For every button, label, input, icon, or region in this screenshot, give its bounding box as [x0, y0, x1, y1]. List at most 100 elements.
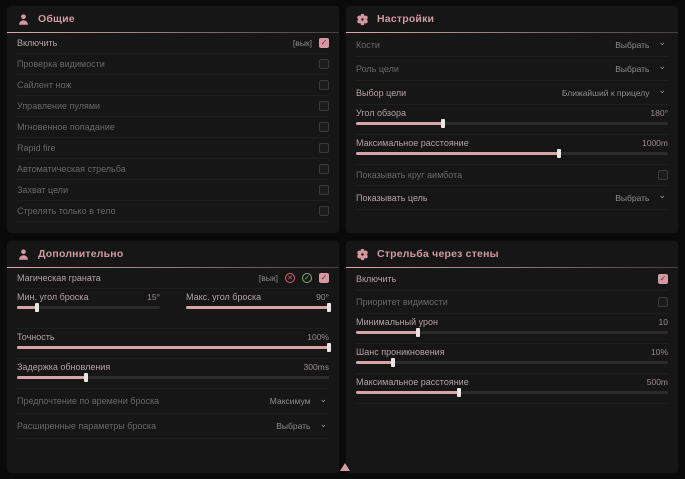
- toggle-row-bullet-control[interactable]: Управление пулями ✓: [17, 96, 329, 117]
- checkbox[interactable]: ✓: [658, 170, 668, 180]
- checkbox[interactable]: ✓: [319, 164, 329, 174]
- bones-dropdown[interactable]: Выбрать ⌄: [615, 37, 666, 50]
- dropdown-row-advanced-throw: Расширенные параметры броска Выбрать ⌄: [17, 414, 329, 439]
- throw-time-dropdown[interactable]: Максимум ⌄: [269, 393, 327, 406]
- panel-title: Дополнительно: [38, 248, 124, 260]
- row-label: Точность: [17, 332, 55, 342]
- panel-title: Общие: [38, 13, 75, 25]
- panel-title: Стрельба через стены: [377, 248, 499, 260]
- row-label: Задержка обновления: [17, 362, 111, 372]
- header-divider: [346, 32, 678, 33]
- chevron-down-icon: ⌄: [658, 37, 666, 47]
- chevron-down-icon: ⌄: [658, 85, 666, 95]
- row-label: Включить: [17, 38, 58, 48]
- slider-thumb[interactable]: [391, 358, 396, 367]
- chevron-down-icon: ⌄: [658, 61, 666, 71]
- row-label: Мгновенное попадание: [17, 122, 115, 132]
- panel-wallbang: Стрельба через стены Включить ✓ Приорите…: [346, 241, 678, 473]
- checkbox[interactable]: ✓: [319, 122, 329, 132]
- slider-thumb[interactable]: [327, 343, 331, 352]
- dropdown-row-show-target: Показывать цель Выбрать ⌄: [356, 186, 668, 210]
- row-label: Проверка видимости: [17, 59, 105, 69]
- row-label: Показывать цель: [356, 192, 428, 203]
- accuracy-slider[interactable]: [17, 343, 331, 352]
- checkbox[interactable]: ✓: [319, 80, 329, 90]
- slider-row-min-damage: Минимальный урон 10: [356, 314, 668, 344]
- checkbox[interactable]: ✓: [319, 143, 329, 153]
- dropdown-row-target-select: Выбор цели Ближайший к прицелу ⌄: [356, 81, 668, 105]
- hotkey-hint: [вык]: [258, 273, 278, 283]
- penetration-chance-slider[interactable]: [356, 358, 668, 367]
- checkbox[interactable]: ✓: [319, 185, 329, 195]
- row-label: Роль цели: [356, 63, 399, 74]
- wall-max-distance-slider[interactable]: [356, 388, 668, 397]
- toggle-row-show-circle[interactable]: Показывать круг аимбота ✓: [356, 165, 668, 186]
- toggle-row-enable[interactable]: Включить ✓: [356, 268, 668, 291]
- checkbox[interactable]: ✓: [658, 274, 668, 284]
- update-delay-slider[interactable]: [17, 373, 329, 382]
- slider-value: 300ms: [303, 362, 329, 372]
- row-label: Максимальное расстояние: [356, 377, 469, 387]
- show-target-dropdown[interactable]: Выбрать ⌄: [615, 190, 666, 203]
- toggle-row-enable[interactable]: Включить [вык] ✓: [17, 33, 329, 54]
- chevron-down-icon: ⌄: [319, 393, 327, 404]
- advanced-throw-dropdown[interactable]: Выбрать ⌄: [276, 418, 327, 431]
- max-distance-slider[interactable]: [356, 149, 668, 158]
- slider-thumb[interactable]: [456, 388, 461, 397]
- panel-title: Настройки: [377, 13, 435, 25]
- slider-value: 10%: [650, 347, 668, 357]
- row-label: Сайлент нож: [17, 80, 72, 90]
- hotkey-hint: [вык]: [292, 38, 312, 48]
- header-divider: [7, 32, 339, 33]
- toggle-row-rapid-fire[interactable]: Rapid fire ✓: [17, 138, 329, 159]
- toggle-row-instant-hit[interactable]: Мгновенное попадание ✓: [17, 117, 329, 138]
- panel-general-header: Общие: [7, 6, 339, 32]
- toggle-row-target-lock[interactable]: Захват цели ✓: [17, 180, 329, 201]
- panel-wallbang-header: Стрельба через стены: [346, 241, 678, 267]
- checkbox[interactable]: ✓: [319, 273, 329, 283]
- slider-thumb[interactable]: [556, 149, 561, 158]
- slider-value: 90°: [316, 292, 329, 302]
- checkbox[interactable]: ✓: [319, 206, 329, 216]
- min-angle-slider[interactable]: [17, 303, 160, 312]
- slider-thumb[interactable]: [83, 373, 88, 382]
- chevron-down-icon: ⌄: [319, 418, 327, 429]
- row-label: Магическая граната: [17, 273, 101, 283]
- target-select-dropdown[interactable]: Ближайший к прицелу ⌄: [561, 85, 666, 98]
- min-damage-slider[interactable]: [356, 328, 668, 337]
- slider-value: 100%: [307, 332, 329, 342]
- fov-slider[interactable]: [356, 119, 668, 128]
- slider-thumb[interactable]: [327, 303, 331, 312]
- max-angle-slider[interactable]: [186, 303, 331, 312]
- toggle-row-auto-fire[interactable]: Автоматическая стрельба ✓: [17, 159, 329, 180]
- row-label: Выбор цели: [356, 87, 407, 98]
- row-label: Расширенные параметры броска: [17, 421, 157, 431]
- checkbox[interactable]: ✓: [319, 101, 329, 111]
- slider-thumb[interactable]: [416, 328, 421, 337]
- row-label: Автоматическая стрельба: [17, 164, 126, 174]
- x-circle-icon: ✕: [285, 273, 295, 283]
- toggle-row-magic-grenade[interactable]: Магическая граната [вык] ✕ ✓ ✓: [17, 268, 329, 289]
- slider-value: 500m: [646, 377, 668, 387]
- toggle-row-body-only[interactable]: Стрелять только в тело ✓: [17, 201, 329, 222]
- slider-thumb[interactable]: [441, 119, 446, 128]
- toggle-row-visibility-check[interactable]: Проверка видимости ✓: [17, 54, 329, 75]
- row-label: Макс. угол броска: [186, 292, 262, 302]
- slider-value: 15°: [147, 292, 160, 302]
- gear-icon: [356, 248, 369, 261]
- row-label: Показывать круг аимбота: [356, 170, 463, 180]
- row-label: Кости: [356, 39, 380, 50]
- slider-row-fov: Угол обзора 180°: [356, 105, 668, 135]
- slider-thumb[interactable]: [35, 303, 40, 312]
- slider-value: 10: [658, 317, 668, 327]
- checkbox[interactable]: ✓: [319, 59, 329, 69]
- toggle-row-visibility-priority[interactable]: Приоритет видимости ✓: [356, 291, 668, 314]
- target-role-dropdown[interactable]: Выбрать ⌄: [615, 61, 666, 74]
- toggle-row-silent-knife[interactable]: Сайлент нож ✓: [17, 75, 329, 96]
- checkbox[interactable]: ✓: [658, 297, 668, 307]
- dropdown-row-target-role: Роль цели Выбрать ⌄: [356, 57, 668, 81]
- chevron-down-icon: ⌄: [658, 190, 666, 200]
- checkbox[interactable]: ✓: [319, 38, 329, 48]
- slider-row-min-angle: Мин. угол броска 15°: [17, 292, 160, 322]
